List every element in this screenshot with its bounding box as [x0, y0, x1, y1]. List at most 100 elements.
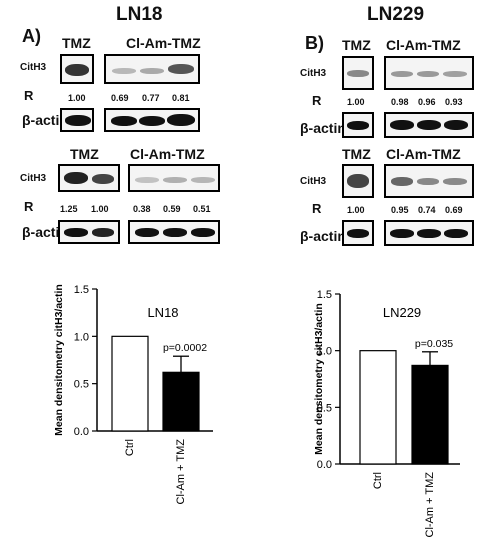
- ratio-value: 0.98: [391, 97, 409, 107]
- target-label-cith3: CitH3: [300, 68, 327, 79]
- blot-band: [64, 228, 88, 237]
- target-label-cith3: CitH3: [20, 62, 47, 73]
- group-label-clam-tmz: Cl-Am-TMZ: [386, 146, 461, 162]
- blot-cith3-clam: [384, 56, 474, 90]
- bar-chart-ln229: 0.0 0.5 1.0 1.5 Mean densitometry citH3/acti…: [313, 289, 460, 538]
- blot-band: [92, 228, 114, 237]
- ratio-label: R: [24, 199, 34, 214]
- blot-band: [417, 71, 439, 77]
- ratio-value: 1.00: [347, 205, 365, 215]
- ratio-value: 0.51: [193, 204, 211, 214]
- control-label-actin: β-actin: [22, 224, 68, 240]
- blot-band: [65, 115, 91, 126]
- y-axis-label: Mean densitometry citH3/actin: [313, 303, 325, 455]
- blot-band: [65, 64, 89, 76]
- group-label-clam-tmz: Cl-Am-TMZ: [126, 35, 201, 51]
- category-label: Cl-Am + TMZ: [175, 439, 187, 505]
- ratio-value: 0.96: [418, 97, 436, 107]
- y-tick-label: 1.5: [317, 289, 332, 301]
- ratio-label: R: [312, 201, 322, 216]
- bar: [162, 371, 200, 432]
- blot-band: [135, 177, 159, 183]
- y-axis-label: Mean densitometry citH3/actin: [53, 284, 65, 436]
- category-label: Ctrl: [124, 439, 136, 456]
- blot-band: [347, 121, 369, 130]
- ratio-value: 0.77: [142, 93, 160, 103]
- y-tick-label: 0.5: [317, 402, 332, 414]
- ratio-value: 1.25: [60, 204, 78, 214]
- blot-cith3-clam: [128, 164, 220, 192]
- target-label-cith3: CitH3: [20, 173, 47, 184]
- ratio-value: 0.74: [418, 205, 436, 215]
- bar-chart-ln18: 0.0 0.5 1.0 1.5 Mean densitometry citH3/acti…: [53, 284, 213, 505]
- chart-title: LN229: [383, 305, 421, 320]
- blot-cith3-tmz: [58, 164, 120, 192]
- panel-title-ln229: LN229: [367, 4, 425, 25]
- blot-band: [163, 177, 187, 183]
- y-tick-label: 0.0: [74, 426, 89, 438]
- group-label-clam-tmz: Cl-Am-TMZ: [130, 146, 205, 162]
- blot-cith3-clam: [384, 164, 474, 198]
- ratio-value: 1.00: [347, 97, 365, 107]
- y-tick-label: 1.0: [74, 331, 89, 343]
- blot-band: [391, 71, 413, 77]
- ratio-value: 0.69: [111, 93, 129, 103]
- group-label-tmz: TMZ: [62, 35, 91, 51]
- blot-band: [347, 229, 369, 238]
- p-value-annotation: p=0.0002: [163, 342, 207, 354]
- blot-cith3-clam: [104, 54, 200, 84]
- target-label-cith3: CitH3: [300, 176, 327, 187]
- blot-actin-tmz: [342, 112, 374, 138]
- ratio-value: 0.81: [172, 93, 190, 103]
- blot-band: [391, 177, 413, 186]
- control-label-actin: β-actin: [22, 112, 68, 128]
- blot-band: [140, 68, 164, 74]
- blot-band: [163, 228, 187, 237]
- panel-letter-b: B): [305, 33, 324, 53]
- blot-band: [417, 120, 441, 130]
- blot-band: [444, 229, 468, 238]
- ratio-value: 1.00: [91, 204, 109, 214]
- bar: [111, 335, 149, 432]
- control-label-actin: β-actin: [300, 120, 346, 136]
- blot-band: [139, 116, 165, 126]
- blot-band: [135, 228, 159, 237]
- blot-band: [390, 120, 414, 130]
- blot-band: [347, 70, 369, 77]
- group-label-tmz: TMZ: [70, 146, 99, 162]
- blot-band: [112, 68, 136, 74]
- group-label-tmz: TMZ: [342, 146, 371, 162]
- ratio-value: 0.95: [391, 205, 409, 215]
- blot-cith3-tmz: [60, 54, 94, 84]
- blot-band: [64, 172, 88, 184]
- blot-band: [191, 228, 215, 237]
- ratio-value: 0.93: [445, 97, 463, 107]
- blot-actin-clam: [104, 108, 200, 132]
- blot-band: [92, 174, 114, 184]
- blot-band: [168, 64, 194, 74]
- panel-letter-a: A): [22, 26, 41, 46]
- blot-actin-tmz: [58, 220, 120, 244]
- category-label: Cl-Am + TMZ: [424, 472, 436, 538]
- chart-title: LN18: [147, 305, 178, 320]
- y-tick-label: 1.0: [317, 346, 332, 358]
- ratio-value: 0.69: [445, 205, 463, 215]
- blot-band: [444, 120, 468, 130]
- group-label-clam-tmz: Cl-Am-TMZ: [386, 37, 461, 53]
- y-tick-label: 1.5: [74, 284, 89, 296]
- blot-band: [390, 229, 414, 238]
- blot-cith3-tmz: [342, 164, 374, 198]
- blot-actin-clam: [384, 220, 474, 246]
- blot-actin-tmz: [342, 220, 374, 246]
- panel-title-ln18: LN18: [116, 4, 163, 25]
- blot-band: [417, 178, 439, 185]
- y-tick-label: 0.0: [317, 459, 332, 471]
- ratio-value: 0.59: [163, 204, 181, 214]
- blot-band: [347, 174, 369, 188]
- blot-band: [443, 178, 467, 185]
- p-value-annotation: p=0.035: [415, 338, 453, 350]
- ratio-value: 0.38: [133, 204, 151, 214]
- control-label-actin: β-actin: [300, 228, 346, 244]
- blot-band: [443, 71, 467, 77]
- ratio-value: 1.00: [68, 93, 86, 103]
